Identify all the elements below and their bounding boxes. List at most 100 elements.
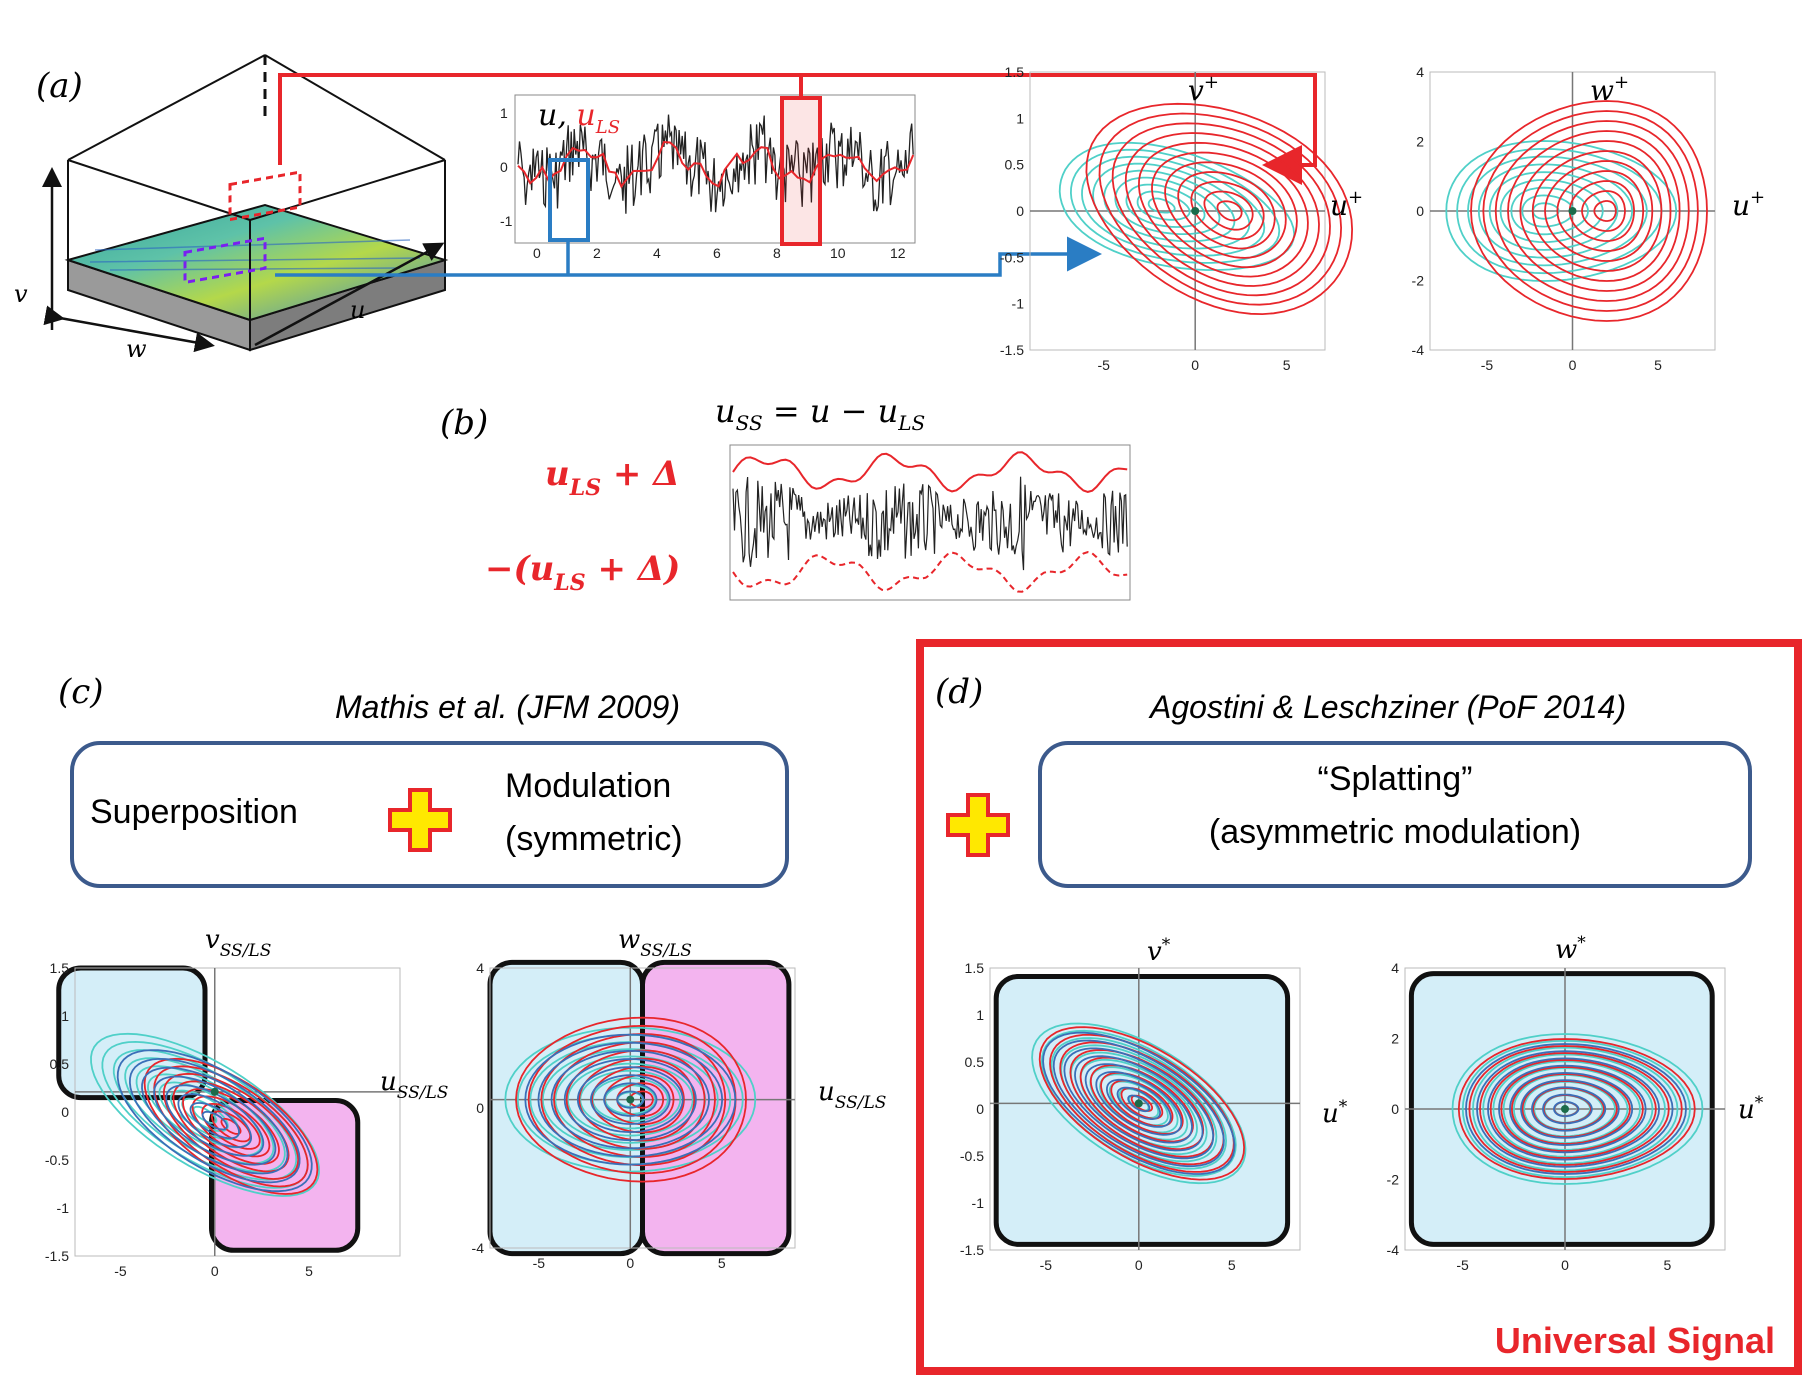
ytick-label: -1.5 — [960, 1242, 984, 1258]
svg-text:12: 12 — [890, 245, 906, 261]
box-axis-w: w — [126, 335, 147, 363]
lower-envelope-label: −(uLS + Δ) — [485, 549, 680, 596]
svg-text:4: 4 — [653, 245, 661, 261]
ytick-label: 0 — [1391, 1101, 1399, 1117]
ytick-label: -1 — [972, 1195, 985, 1211]
ytick-label: 1.5 — [50, 960, 70, 976]
symmetric-label: (symmetric) — [505, 820, 683, 858]
blue-connector-arrow — [275, 240, 1095, 275]
c-uv-xlabel: uSS/LS — [380, 1067, 448, 1103]
small-scale-trace-plot — [729, 444, 1131, 601]
universal-signal-label: Universal Signal — [1495, 1320, 1775, 1361]
ytick-label: -4 — [472, 1240, 485, 1256]
panel-d-citation: Agostini & Leschziner (PoF 2014) — [1148, 689, 1626, 725]
panel-d-label: (d) — [935, 672, 983, 712]
ytick-label: -2 — [1412, 273, 1425, 289]
xtick-label: 5 — [1228, 1257, 1236, 1273]
box-axis-v: v — [14, 280, 28, 308]
uss-equation: uSS = u − uLS — [715, 392, 925, 435]
xtick-label: 5 — [1664, 1257, 1672, 1273]
a-uw-ylabel: w+ — [1590, 72, 1629, 107]
ytick-label: 0 — [976, 1101, 984, 1117]
d-uw-ylabel: w* — [1555, 933, 1586, 965]
superposition-label: Superposition — [90, 793, 298, 831]
velocity-trace-plot — [514, 94, 916, 246]
xtick-label: -5 — [114, 1263, 127, 1279]
trace-yticks: 1 0 -1 — [500, 105, 513, 229]
xtick-label: 0 — [1135, 1257, 1143, 1273]
c-uw-ylabel: wSS/LS — [618, 925, 692, 961]
a-uw-xlabel: u+ — [1732, 187, 1765, 222]
svg-text:10: 10 — [830, 245, 846, 261]
contour-plot-a-uw: 4 2 0 -2 -4 -5 0 5 — [1412, 64, 1716, 373]
xtick-label: 5 — [305, 1263, 313, 1279]
panel-c-citation: Mathis et al. (JFM 2009) — [335, 689, 680, 725]
ytick-label: 4 — [1416, 64, 1424, 80]
c-uv-ylabel: vSS/LS — [205, 925, 271, 961]
ytick-label: 0.5 — [50, 1056, 70, 1072]
plus-icon-d — [946, 793, 1010, 857]
plus-icon — [388, 788, 452, 852]
ytick-label: 2 — [1416, 134, 1424, 150]
xtick-label: 0 — [626, 1255, 634, 1271]
contour-plot-c-uw: 4 0 -4 -5 0 5 — [472, 959, 796, 1271]
xtick-label: 5 — [718, 1255, 726, 1271]
ytick-label: -4 — [1412, 342, 1425, 358]
ytick-label: 0.5 — [1005, 157, 1025, 173]
ytick-label: 4 — [1391, 960, 1399, 976]
ytick-label: 1 — [61, 1008, 69, 1024]
splatting-label: “Splatting” — [1318, 760, 1473, 798]
ytick-label: 0 — [1416, 203, 1424, 219]
ytick-label: 1 — [976, 1007, 984, 1023]
panel-b-label: (b) — [440, 403, 488, 443]
ytick-label: 0 — [61, 1104, 69, 1120]
ytick-label: 1 — [1016, 110, 1024, 126]
xtick-label: 5 — [1283, 357, 1291, 373]
contour-plot-d-uv: 1.5 1 0.5 0 -0.5 -1 -1.5 -5 0 5 — [960, 960, 1301, 1273]
ytick-label: -1.5 — [45, 1248, 69, 1264]
asymmetric-label: (asymmetric modulation) — [1209, 813, 1581, 851]
upper-envelope-label: uLS + Δ — [545, 454, 680, 501]
a-uv-ylabel: v+ — [1188, 72, 1219, 107]
ytick-label: 0 — [1016, 203, 1024, 219]
channel-box-diagram — [42, 54, 449, 353]
svg-text:6: 6 — [713, 245, 721, 261]
trace-title-u: u, uLS — [538, 98, 620, 138]
d-uv-xlabel: u* — [1322, 1097, 1348, 1129]
ytick-label: -1 — [1012, 296, 1025, 312]
xtick-label: -5 — [533, 1255, 546, 1271]
ytick-label: -2 — [1387, 1172, 1400, 1188]
xtick-label: 5 — [1654, 357, 1662, 373]
xtick-label: -5 — [1456, 1257, 1469, 1273]
xtick-label: 0 — [211, 1263, 219, 1279]
xtick-label: 0 — [1569, 357, 1577, 373]
panel-d-mechanism-box — [1038, 741, 1752, 888]
contour-plot-d-uw: 4 2 0 -2 -4 -5 0 5 — [1387, 960, 1726, 1273]
xtick-label: -5 — [1481, 357, 1494, 373]
ytick-label: -0.5 — [1000, 249, 1024, 265]
ytick-label: -0.5 — [45, 1152, 69, 1168]
contour-plot-c-uv: 1.5 1 0.5 0 -0.5 -1 -1.5 -5 0 5 — [45, 960, 401, 1279]
panel-a-label: (a) — [36, 66, 83, 106]
svg-text:0: 0 — [500, 159, 508, 175]
ytick-label: 1.5 — [1005, 64, 1025, 80]
svg-text:1: 1 — [500, 105, 508, 121]
ytick-label: -1 — [57, 1200, 70, 1216]
ytick-label: 0.5 — [965, 1054, 985, 1070]
ytick-label: -1.5 — [1000, 342, 1024, 358]
ytick-label: -0.5 — [960, 1148, 984, 1164]
c-uw-xlabel: uSS/LS — [818, 1077, 886, 1113]
ytick-label: 4 — [476, 960, 484, 976]
ytick-label: -4 — [1387, 1242, 1400, 1258]
svg-text:2: 2 — [593, 245, 601, 261]
ytick-label: 0 — [476, 1100, 484, 1116]
xtick-label: -5 — [1098, 357, 1111, 373]
trace-xticks: 0 2 4 6 8 10 12 — [533, 245, 906, 261]
xtick-label: 0 — [1561, 1257, 1569, 1273]
xtick-label: -5 — [1040, 1257, 1053, 1273]
svg-text:8: 8 — [773, 245, 781, 261]
panel-c-label: (c) — [58, 672, 104, 712]
modulation-label: Modulation — [505, 767, 671, 805]
svg-text:-1: -1 — [500, 213, 513, 229]
box-axis-u: u — [350, 296, 365, 324]
